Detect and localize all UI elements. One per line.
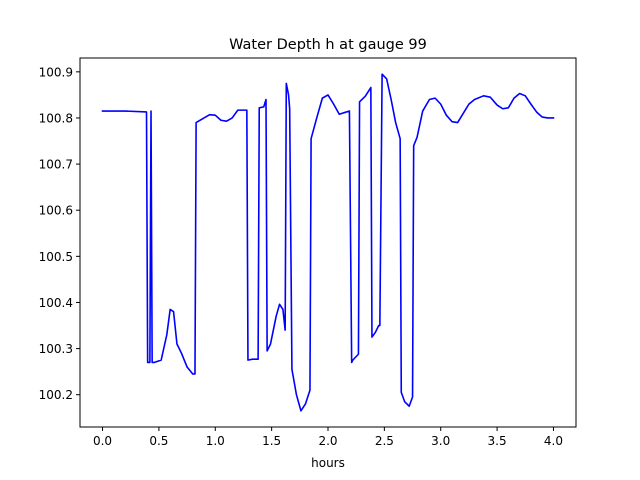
axes: 0.0 0.5 1.0 1.5 2.0 2.5 3.0 3.5 4.0 100.2 100.3 100… [39,57,577,448]
x-tick-label: 1.0 [206,434,225,448]
x-tick-label: 2.0 [318,434,337,448]
plot-area [101,73,555,412]
plot-frame [79,57,577,428]
x-tick-label: 0.5 [149,434,168,448]
y-tick-label: 100.2 [39,388,73,402]
x-tick-label: 1.5 [262,434,281,448]
x-tick-label: 2.5 [375,434,394,448]
x-axis-label: hours [311,456,345,470]
series-line-0 [101,73,555,412]
x-tick-label: 3.5 [488,434,507,448]
y-tick-label: 100.6 [39,204,73,218]
x-tick-label: 3.0 [431,434,450,448]
x-tick-label: 4.0 [544,434,563,448]
y-tick-label: 100.4 [39,296,73,310]
y-tick-label: 100.7 [39,158,73,172]
x-tick-label: 0.0 [93,434,112,448]
y-tick-label: 100.5 [39,250,73,264]
chart-title: Water Depth h at gauge 99 [229,37,427,53]
y-tick-label: 100.3 [39,342,73,356]
y-tick-label: 100.8 [39,111,73,125]
y-tick-label: 100.9 [39,65,73,79]
